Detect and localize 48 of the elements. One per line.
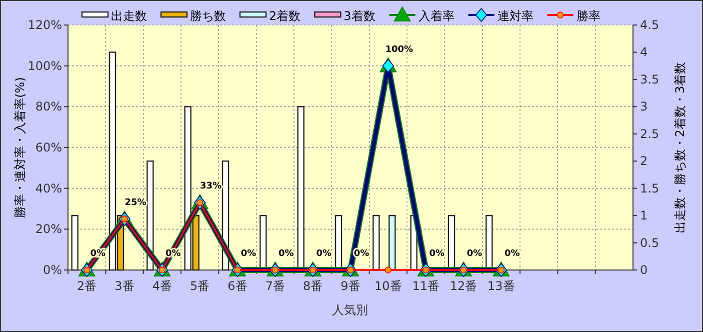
y2-tick-label: 3.5	[640, 72, 660, 86]
x-tick-label: 9番	[340, 279, 360, 293]
y2-tick-label: 0	[640, 263, 648, 277]
data-label: 0%	[240, 249, 256, 259]
data-label: 100%	[385, 44, 414, 55]
y2-tick-label: 2.5	[640, 126, 660, 141]
x-tick-label: 3番	[114, 279, 134, 293]
x-tick-label: 8番	[303, 279, 323, 293]
x-tick-label: 11番	[412, 279, 440, 293]
y-tick-label: 100%	[28, 58, 62, 73]
y-tick-label: 0%	[42, 263, 62, 277]
x-tick-label: 6番	[228, 279, 248, 293]
x-tick-label: 4番	[152, 279, 172, 293]
legend-label: 出走数	[111, 9, 147, 23]
y2-axis-title: 出走数・勝ち数・2着数・3着数	[673, 62, 687, 234]
data-label: 0%	[316, 249, 332, 259]
x-tick-label: 5番	[190, 279, 210, 293]
data-label: 0%	[504, 249, 520, 259]
legend-label: 連対率	[497, 9, 534, 23]
x-tick-label: 10番	[374, 279, 402, 293]
y-axis-title: 勝率・連対率・入着率(%)	[13, 77, 27, 218]
y2-tick-label: 4	[640, 45, 648, 60]
y2-tick-label: 1	[640, 208, 648, 223]
legend-label: 勝ち数	[190, 9, 226, 23]
y-tick-label: 120%	[28, 18, 62, 32]
data-label: 0%	[278, 249, 294, 259]
y2-tick-label: 1.5	[640, 181, 660, 196]
y-tick-label: 60%	[35, 140, 62, 154]
legend-label: 2着数	[269, 9, 301, 23]
y2-tick-label: 2	[640, 154, 648, 168]
legend-label: 勝率	[576, 9, 600, 23]
y-tick-label: 20%	[35, 222, 62, 236]
y2-tick-label: 3	[640, 100, 648, 114]
legend-label: 入着率	[418, 9, 454, 23]
y-tick-label: 40%	[35, 181, 62, 196]
data-label: 33%	[200, 182, 222, 192]
y2-tick-label: 4.5	[640, 18, 660, 32]
data-label: 0%	[466, 249, 482, 259]
x-tick-label: 12番	[450, 279, 478, 293]
x-axis-title: 人気別	[332, 303, 368, 317]
y2-tick-label: 0.5	[640, 236, 660, 250]
y-tick-label: 80%	[35, 100, 62, 114]
x-tick-label: 7番	[265, 279, 285, 293]
data-label: 0%	[429, 249, 444, 259]
legend-label: 3着数	[344, 9, 376, 23]
x-tick-label: 2番	[77, 279, 97, 293]
data-label: 25%	[124, 198, 146, 208]
x-tick-label: 13番	[488, 279, 515, 293]
